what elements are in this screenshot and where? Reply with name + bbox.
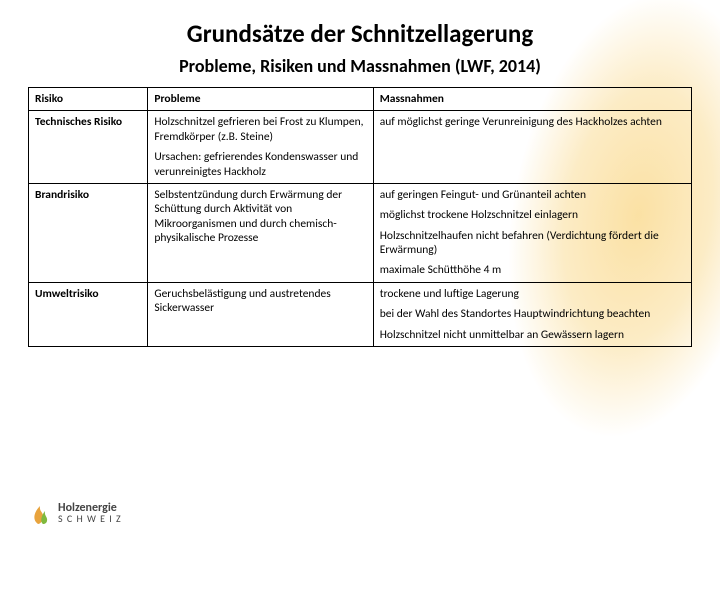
measure-text: auf möglichst geringe Verunreinigung des… <box>380 115 685 129</box>
logo: Holzenergie S C H W E I Z <box>28 500 122 526</box>
table-row: Umweltrisiko Geruchsbelästigung und aust… <box>29 282 692 346</box>
logo-sub: S C H W E I Z <box>58 514 122 524</box>
problem-text: Geruchsbelästigung und austretendes Sick… <box>154 287 366 316</box>
problem-text: Selbstentzündung durch Erwärmung der Sch… <box>154 188 366 246</box>
measure-text: möglichst trockene Holzschnitzel einlage… <box>380 208 685 222</box>
measure-text: Holzschnitzel nicht unmittelbar an Gewäs… <box>380 328 685 342</box>
flame-icon <box>28 500 54 526</box>
cell-measures: auf möglichst geringe Verunreinigung des… <box>373 111 691 184</box>
problem-text: Holzschnitzel gefrieren bei Frost zu Klu… <box>154 115 366 144</box>
table-row: Technisches Risiko Holzschnitzel gefrier… <box>29 111 692 184</box>
cell-risk: Brandrisiko <box>29 183 148 282</box>
risk-table: Risiko Probleme Massnahmen Technisches R… <box>28 87 692 347</box>
measure-text: trockene und luftige Lagerung <box>380 287 685 301</box>
col-header-measures: Massnahmen <box>373 88 691 111</box>
page-subtitle: Probleme, Risiken und Massnahmen (LWF, 2… <box>28 55 692 77</box>
cell-measures: trockene und luftige Lagerung bei der Wa… <box>373 282 691 346</box>
measure-text: Holzschnitzelhaufen nicht befahren (Verd… <box>380 229 685 258</box>
cell-risk: Umweltrisiko <box>29 282 148 346</box>
cell-risk: Technisches Risiko <box>29 111 148 184</box>
col-header-problems: Probleme <box>148 88 373 111</box>
problem-text: Ursachen: gefrierendes Kondenswasser und… <box>154 150 366 179</box>
table-header-row: Risiko Probleme Massnahmen <box>29 88 692 111</box>
measure-text: auf geringen Feingut- und Grünanteil ach… <box>380 188 685 202</box>
cell-problems: Geruchsbelästigung und austretendes Sick… <box>148 282 373 346</box>
table-row: Brandrisiko Selbstentzündung durch Erwär… <box>29 183 692 282</box>
cell-measures: auf geringen Feingut- und Grünanteil ach… <box>373 183 691 282</box>
col-header-risk: Risiko <box>29 88 148 111</box>
cell-problems: Selbstentzündung durch Erwärmung der Sch… <box>148 183 373 282</box>
measure-text: maximale Schütthöhe 4 m <box>380 263 685 277</box>
page-title: Grundsätze der Schnitzellagerung <box>28 18 692 49</box>
logo-text: Holzenergie S C H W E I Z <box>58 502 122 524</box>
measure-text: bei der Wahl des Standortes Hauptwindric… <box>380 307 685 321</box>
cell-problems: Holzschnitzel gefrieren bei Frost zu Klu… <box>148 111 373 184</box>
